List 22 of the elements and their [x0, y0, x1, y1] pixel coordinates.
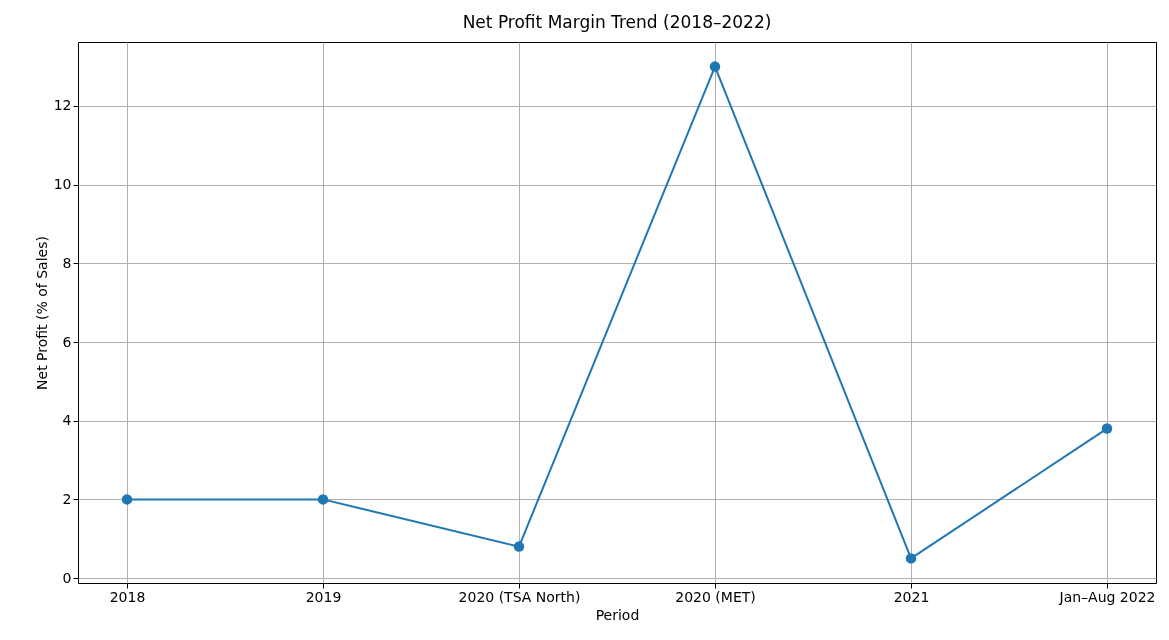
chart-title: Net Profit Margin Trend (2018–2022) [462, 12, 772, 32]
x-tick-label: 2020 (MET) [675, 588, 756, 605]
point [513, 541, 525, 552]
x-tick-label: 2019 [305, 588, 342, 605]
y-tick-label: 6 [62, 333, 72, 350]
y-tick-label: 12 [53, 97, 72, 114]
y-tick-label: 2 [62, 490, 72, 507]
point [121, 494, 133, 505]
x-axis-title: Period [595, 606, 640, 623]
point [1101, 423, 1113, 434]
y-tick-label: 0 [62, 569, 72, 586]
y-axis-title: Net Profit (% of Sales) [33, 236, 50, 390]
x-tick-label: 2020 (TSA North) [458, 588, 581, 605]
x-tick-label: 2021 [893, 588, 930, 605]
y-tick-label: 8 [62, 254, 72, 271]
x-tick-label: 2018 [109, 588, 146, 605]
point [709, 61, 721, 72]
point [905, 553, 917, 564]
x-tick-label: Jan–Aug 2022 [1058, 588, 1156, 605]
y-tick-label: 4 [62, 412, 72, 429]
point [317, 494, 329, 505]
y-tick-label: 10 [53, 176, 72, 193]
